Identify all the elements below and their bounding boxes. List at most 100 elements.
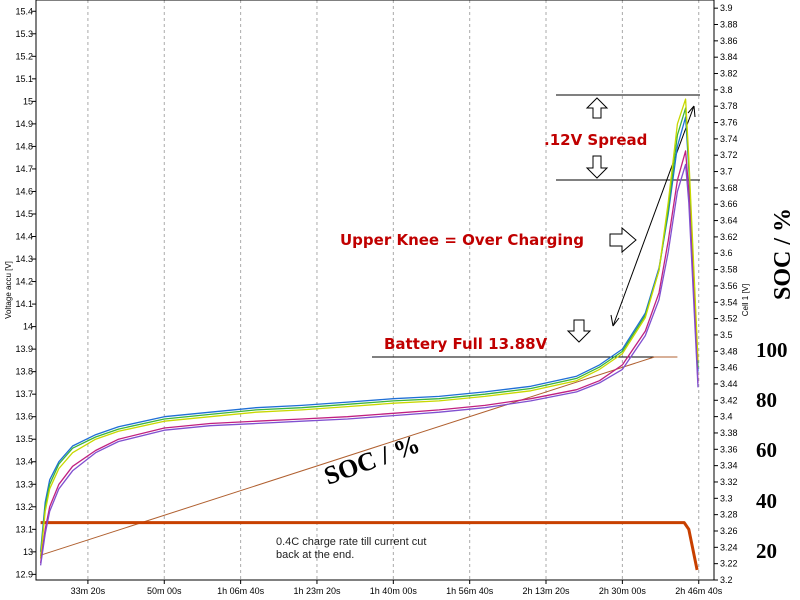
x-tick-label: 1h 56m 40s [446, 586, 494, 596]
soc-tick-label: 20 [756, 539, 777, 563]
soc-axis: 100 80 60 40 20 [756, 338, 788, 563]
left-tick-label: 13.6 [15, 412, 33, 422]
right-tick-label: 3.34 [720, 461, 738, 471]
x-tick-label: 2h 46m 40s [675, 586, 723, 596]
left-tick-label: 15.3 [15, 29, 33, 39]
voltage-series-line [39, 163, 699, 566]
right-tick-label: 3.72 [720, 150, 738, 160]
left-tick-label: 14.3 [15, 254, 33, 264]
plot-area [36, 0, 714, 580]
left-tick-label: 13.4 [15, 457, 33, 467]
left-tick-label: 15.1 [15, 74, 33, 84]
x-tick-label: 50m 00s [147, 586, 182, 596]
up-arrow-icon [585, 97, 609, 119]
right-tick-label: 3.32 [720, 477, 738, 487]
right-tick-label: 3.88 [720, 20, 738, 30]
left-tick-label: 14.8 [15, 141, 33, 151]
spread-annotation: .12V Spread [544, 131, 647, 149]
left-axis-label: Voltage accu [V] [4, 261, 13, 319]
left-tick-label: 13.1 [15, 524, 33, 534]
right-tick-label: 3.4 [720, 412, 733, 422]
left-tick-label: 14.7 [15, 164, 33, 174]
current-curve [40, 521, 699, 571]
left-tick-label: 13 [23, 547, 33, 557]
right-tick-label: 3.82 [720, 69, 738, 79]
right-tick-label: 3.36 [720, 444, 738, 454]
right-tick-label: 3.2 [720, 575, 733, 585]
right-tick-label: 3.78 [720, 101, 738, 111]
left-tick-label: 13.2 [15, 502, 33, 512]
left-tick-label: 13.8 [15, 367, 33, 377]
x-tick-label: 1h 23m 20s [293, 586, 341, 596]
right-tick-label: 3.84 [720, 52, 738, 62]
knee-double-arrow [610, 105, 696, 327]
spread-marker [556, 94, 700, 181]
left-tick-label: 13.3 [15, 479, 33, 489]
soc-curve [40, 356, 678, 556]
charge-note-line2: back at the end. [276, 549, 354, 561]
left-tick-label: 15.4 [15, 6, 33, 16]
right-tick-label: 3.62 [720, 232, 738, 242]
upper-knee-annotation: Upper Knee = Over Charging [340, 231, 584, 249]
right-tick-label: 3.9 [720, 3, 733, 13]
voltage-series-line [39, 98, 699, 559]
soc-tick-label: 80 [756, 388, 777, 412]
right-tick-label: 3.22 [720, 559, 738, 569]
right-tick-label: 3.76 [720, 118, 738, 128]
left-tick-label: 13.7 [15, 389, 33, 399]
left-axis: 12.9 13 13.1 13.2 13.3 13.4 13.5 13.6 13.7 13.8 13… [15, 6, 36, 579]
right-tick-label: 3.86 [720, 36, 738, 46]
right-tick-label: 3.54 [720, 297, 738, 307]
left-tick-label: 14.2 [15, 277, 33, 287]
right-axis: 3.2 3.22 3.24 3.26 3.28 3.3 3.32 3.34 3.36 3.38 3.… [714, 3, 738, 585]
soc-tick-label: 60 [756, 438, 777, 462]
x-tick-label: 33m 20s [71, 586, 106, 596]
right-tick-label: 3.46 [720, 363, 738, 373]
soc-axis-label: SOC / % [770, 208, 796, 300]
left-tick-label: 15 [23, 96, 33, 106]
right-tick-label: 3.58 [720, 265, 738, 275]
x-tick-label: 2h 30m 00s [599, 586, 647, 596]
soc-tick-label: 40 [756, 489, 777, 513]
right-tick-label: 3.8 [720, 85, 733, 95]
grid [87, 0, 700, 580]
x-axis: 33m 20s 50m 00s 1h 06m 40s 1h 23m 20s 1h 40m… [71, 580, 723, 596]
right-tick-label: 3.74 [720, 134, 738, 144]
left-tick-label: 14.6 [15, 186, 33, 196]
left-tick-label: 13.9 [15, 344, 33, 354]
soc-tick-label: 100 [756, 338, 788, 362]
series-layer [39, 98, 699, 571]
x-tick-label: 1h 06m 40s [217, 586, 265, 596]
x-tick-label: 1h 40m 00s [370, 586, 418, 596]
battery-full-annotation: Battery Full 13.88V [384, 335, 548, 353]
right-tick-label: 3.3 [720, 493, 733, 503]
down-arrow-icon [585, 155, 609, 179]
charge-note-line1: 0.4C charge rate till current cut [276, 536, 426, 548]
right-axis-label: Cell 1 [V] [741, 284, 750, 316]
plot-frame [35, 0, 715, 581]
right-tick-label: 3.28 [720, 510, 738, 520]
left-tick-label: 12.9 [15, 569, 33, 579]
left-tick-label: 14.5 [15, 209, 33, 219]
right-tick-label: 3.38 [720, 428, 738, 438]
right-tick-label: 3.48 [720, 346, 738, 356]
left-tick-label: 13.5 [15, 434, 33, 444]
left-tick-label: 15.2 [15, 51, 33, 61]
down-arrow-icon [566, 319, 592, 343]
left-tick-label: 14 [23, 322, 33, 332]
right-tick-label: 3.24 [720, 542, 738, 552]
left-tick-label: 14.4 [15, 232, 33, 242]
right-tick-label: 3.42 [720, 395, 738, 405]
voltage-series-line [39, 150, 699, 564]
left-tick-label: 14.9 [15, 119, 33, 129]
right-tick-label: 3.26 [720, 526, 738, 536]
right-tick-label: 3.52 [720, 314, 738, 324]
left-tick-label: 14.1 [15, 299, 33, 309]
x-tick-label: 2h 13m 20s [522, 586, 570, 596]
right-tick-label: 3.56 [720, 281, 738, 291]
voltage-series-line [39, 107, 699, 557]
right-tick-label: 3.68 [720, 183, 738, 193]
right-tick-label: 3.44 [720, 379, 738, 389]
right-arrow-icon [609, 226, 637, 254]
